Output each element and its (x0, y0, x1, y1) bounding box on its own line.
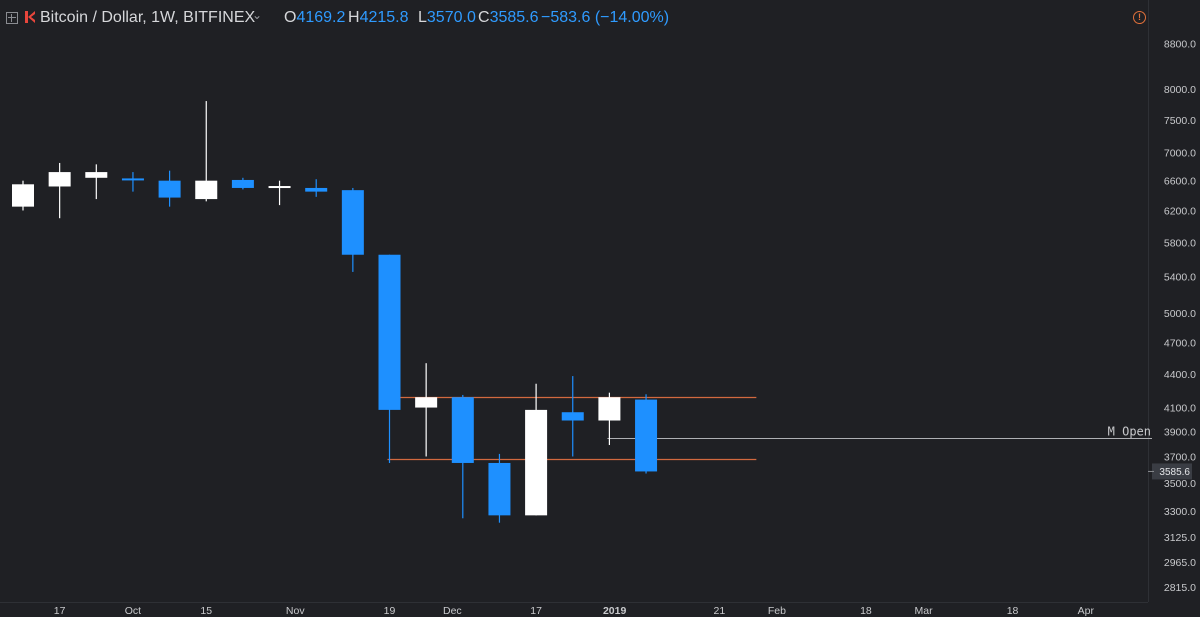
x-tick-label: Mar (914, 605, 933, 617)
y-tick-label: 2965.0 (1164, 557, 1196, 569)
x-tick-label: 17 (54, 605, 66, 617)
y-tick-label: 8000.0 (1164, 84, 1196, 96)
warning-icon[interactable]: ! (1133, 11, 1146, 24)
y-tick-label: 8800.0 (1164, 39, 1196, 51)
bitfinex-logo-icon (25, 11, 35, 23)
m-open-label: M Open (1108, 425, 1151, 439)
candle-body (561, 412, 584, 421)
x-tick-label: 15 (200, 605, 212, 617)
y-tick-label: 5800.0 (1164, 237, 1196, 249)
candle-body (415, 397, 438, 408)
candle-body (12, 184, 34, 207)
expand-icon[interactable] (6, 12, 18, 24)
y-tick-label: 7500.0 (1164, 115, 1196, 127)
candle-body (268, 186, 291, 189)
candle-body (635, 399, 658, 472)
candle-body (195, 180, 218, 200)
y-tick-label: 6200.0 (1164, 205, 1196, 217)
y-tick-label: 4700.0 (1164, 337, 1196, 349)
y-tick-label: 3300.0 (1164, 506, 1196, 518)
x-tick-label: Nov (286, 605, 305, 617)
candle-body (305, 187, 328, 192)
y-tick-label: 5400.0 (1164, 271, 1196, 283)
x-tick-label: Apr (1078, 605, 1095, 617)
x-tick-label: 21 (714, 605, 726, 617)
y-tick-label: 3900.0 (1164, 426, 1196, 438)
candle-body (158, 180, 181, 198)
x-tick-label: 19 (384, 605, 396, 617)
symbol-title[interactable]: Bitcoin / Dollar, 1W, BITFINEX (40, 9, 256, 26)
candle-body (378, 254, 401, 410)
y-tick-label: 2815.0 (1164, 582, 1196, 594)
candle-body (85, 172, 108, 178)
x-tick-label: Feb (768, 605, 786, 617)
y-tick-label: 7000.0 (1164, 148, 1196, 160)
candle-body (598, 397, 621, 421)
ohlc-low: L3570.0 (418, 9, 476, 26)
candle-body (341, 190, 364, 255)
y-tick-label: 3500.0 (1164, 478, 1196, 490)
chevron-down-icon[interactable]: ⌄ (252, 8, 263, 22)
y-tick-label: 3700.0 (1164, 451, 1196, 463)
y-tick-label: 5000.0 (1164, 308, 1196, 320)
x-tick-label: 2019 (603, 605, 627, 617)
candle-body (525, 409, 548, 516)
last-price-label: 3585.6 (1159, 467, 1190, 478)
y-tick-label: 4100.0 (1164, 403, 1196, 415)
last-price-tag (1152, 463, 1192, 480)
candle-body (451, 397, 474, 463)
ohlc-close: C3585.6 (478, 9, 539, 26)
x-tick-label: Oct (125, 605, 141, 617)
candle-body (488, 462, 511, 516)
ohlc-open: O4169.2 (284, 9, 346, 26)
x-tick-label: 17 (530, 605, 542, 617)
y-tick-label: 3125.0 (1164, 532, 1196, 544)
x-tick-label: 18 (1007, 605, 1019, 617)
ohlc-high: H4215.8 (348, 9, 409, 26)
candle-body (48, 172, 71, 187)
y-tick-label: 4400.0 (1164, 369, 1196, 381)
candle-body (231, 179, 254, 188)
candle-body (121, 178, 144, 181)
x-tick-label: Dec (443, 605, 462, 617)
y-tick-label: 6600.0 (1164, 176, 1196, 188)
ohlc-change: −583.6 (−14.00%) (541, 9, 670, 26)
x-tick-label: 18 (860, 605, 872, 617)
